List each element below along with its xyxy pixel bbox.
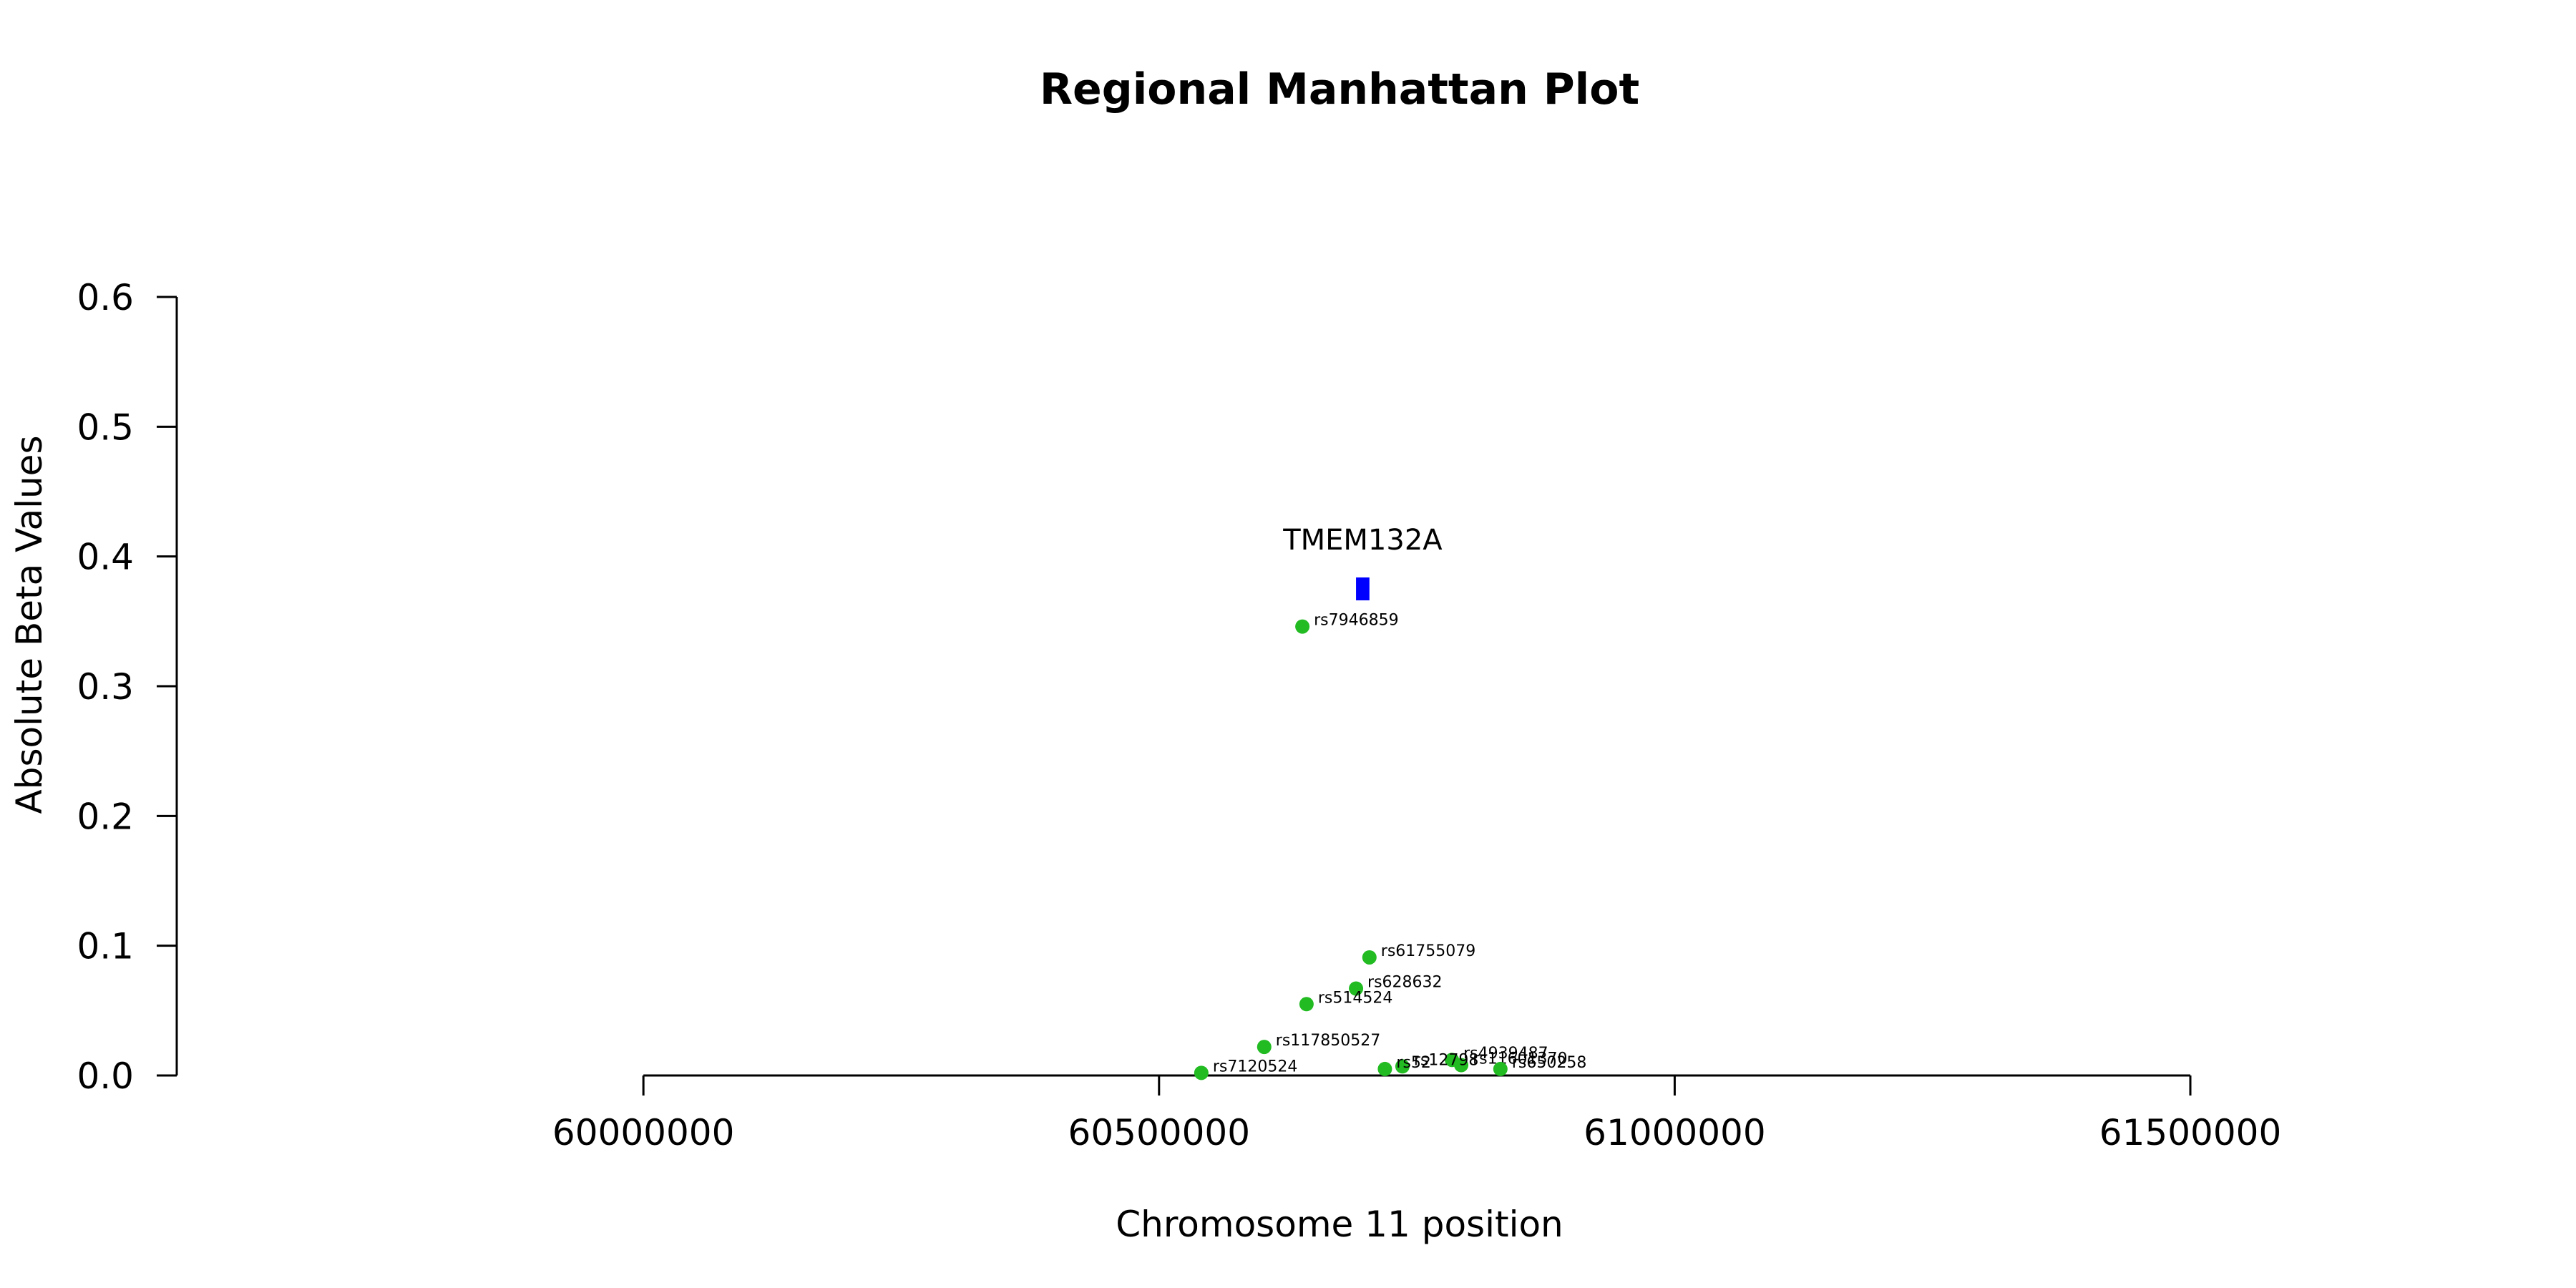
- snp-label: rs12798: [1414, 1051, 1479, 1069]
- y-tick-label: 0.2: [77, 796, 134, 837]
- snp-point: [1257, 1040, 1272, 1055]
- snp-point: [1395, 1059, 1410, 1074]
- chart-title: Regional Manhattan Plot: [1040, 64, 1639, 114]
- snp-label: rs11601370: [1473, 1050, 1567, 1068]
- y-axis: 0.0 0.1 0.2 0.3 0.4 0.5 0.6: [77, 277, 178, 1097]
- snp-point: [1299, 997, 1314, 1012]
- y-tick-label: 0.5: [77, 406, 134, 448]
- snp-point: [1349, 981, 1364, 996]
- snp-label: rs628632: [1367, 974, 1443, 992]
- snp-label: rs52: [1396, 1054, 1431, 1072]
- y-axis-label: Absolute Beta Values: [9, 436, 50, 814]
- snp-point: [1454, 1058, 1469, 1073]
- snp-label: rs650258: [1512, 1054, 1587, 1072]
- x-tick-label: 60500000: [1068, 1112, 1251, 1153]
- gene-bar: [1356, 577, 1370, 600]
- x-axis: 60000000 60500000 61000000 61500000: [552, 1074, 2282, 1153]
- snp-label: rs117850527: [1276, 1032, 1380, 1050]
- x-tick-label: 60000000: [552, 1112, 735, 1153]
- snp-point: [1295, 619, 1310, 634]
- snp-point: [1362, 950, 1377, 965]
- snp-label: rs61755079: [1381, 942, 1475, 960]
- y-tick-label: 0.6: [77, 277, 134, 318]
- gene-label: TMEM132A: [1282, 524, 1443, 557]
- snp-label: rs7946859: [1314, 612, 1399, 630]
- x-tick-label: 61000000: [1584, 1112, 1766, 1153]
- snp-point: [1377, 1061, 1392, 1076]
- y-tick-label: 0.3: [77, 666, 134, 708]
- gene-track: TMEM132A: [1282, 524, 1443, 600]
- y-tick-label: 0.4: [77, 537, 134, 578]
- snp-point: [1194, 1065, 1209, 1080]
- y-tick-label: 0.0: [77, 1055, 134, 1097]
- x-axis-label: Chromosome 11 position: [1116, 1204, 1563, 1245]
- snp-label: rs4939487: [1463, 1045, 1548, 1063]
- snp-point: [1493, 1061, 1508, 1076]
- snp-label: rs514524: [1318, 989, 1393, 1007]
- y-tick-label: 0.1: [77, 926, 134, 967]
- snp-label: rs7120524: [1213, 1058, 1298, 1075]
- x-tick-label: 61500000: [2099, 1112, 2282, 1153]
